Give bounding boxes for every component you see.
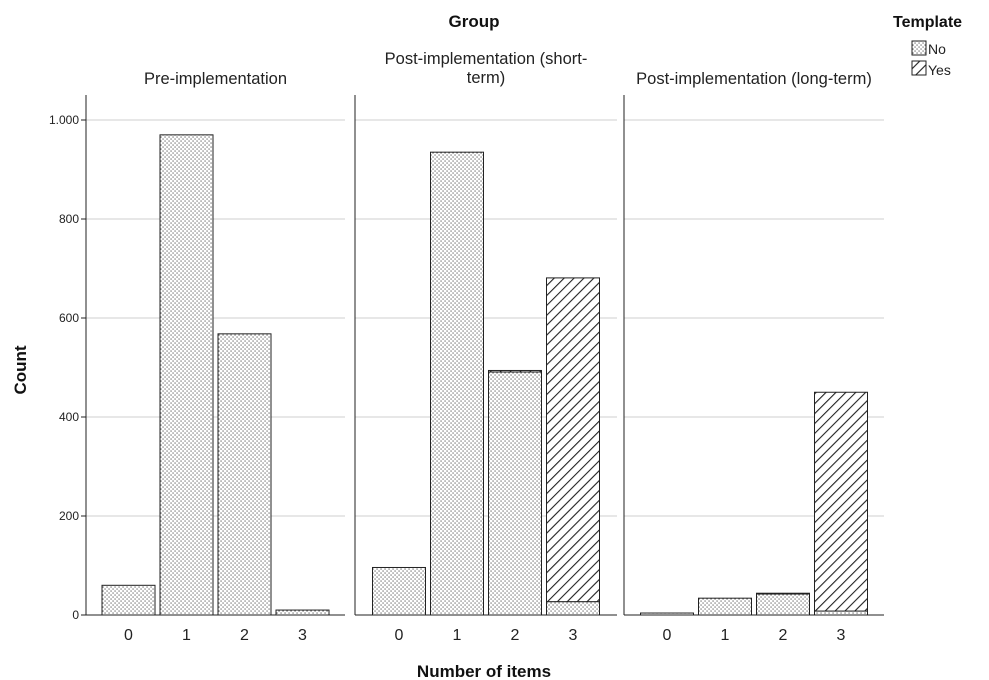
bar-no-cat-1 xyxy=(430,151,484,616)
bar-no-cat-0 xyxy=(372,566,426,616)
panel-3: Post-implementation (long-term) 0 1 2 3 xyxy=(623,70,884,644)
y-tick-label: 0 xyxy=(72,608,79,622)
x-tick-label: 1 xyxy=(721,627,730,644)
legend-label-no: No xyxy=(928,41,946,57)
legend-swatch-yes xyxy=(911,60,927,76)
bar-yes-cat-2 xyxy=(488,369,542,373)
bar-yes-cat-2 xyxy=(756,592,810,595)
bar-no-cat-3 xyxy=(814,610,868,616)
bar-no-cat-0 xyxy=(101,584,156,616)
legend-label-yes: Yes xyxy=(928,62,951,78)
y-tick-label: 800 xyxy=(59,212,79,226)
y-tick-label: 400 xyxy=(59,410,79,424)
group-title: Group xyxy=(449,12,500,31)
bar-yes-cat-3 xyxy=(546,277,600,603)
x-tick-label: 0 xyxy=(395,627,404,644)
legend-title: Template xyxy=(893,14,962,31)
x-tick-label: 2 xyxy=(511,627,520,644)
x-tick-label: 3 xyxy=(298,627,307,644)
y-tick-label: 1.000 xyxy=(49,113,79,127)
x-tick-label: 3 xyxy=(569,627,578,644)
y-tick-label: 200 xyxy=(59,509,79,523)
bar-no-cat-0 xyxy=(640,612,694,616)
legend: Template No Yes xyxy=(893,14,962,78)
legend-swatch-no xyxy=(911,40,927,56)
panel-title: Post-implementation (short-term) xyxy=(385,50,588,87)
bar-yes-cat-3 xyxy=(814,391,868,612)
bar-no-cat-3 xyxy=(546,601,600,616)
bar-no-cat-1 xyxy=(159,134,214,616)
bar-no-cat-2 xyxy=(217,333,272,616)
panel-title: Post-implementation (long-term) xyxy=(636,70,872,88)
y-axis: 0 200 400 600 800 1.000 xyxy=(49,113,86,622)
bar-no-cat-1 xyxy=(698,597,752,616)
x-tick-label: 2 xyxy=(779,627,788,644)
bar-no-cat-2 xyxy=(488,371,542,616)
x-axis-title: Number of items xyxy=(417,662,551,680)
x-tick-label: 1 xyxy=(182,627,191,644)
panel-title: Pre-implementation xyxy=(144,70,287,88)
x-tick-label: 3 xyxy=(837,627,846,644)
x-tick-label: 0 xyxy=(124,627,133,644)
x-tick-label: 0 xyxy=(663,627,672,644)
panel-1: Pre-implementation 0 1 2 3 xyxy=(85,70,345,644)
bar-no-cat-3 xyxy=(275,609,330,616)
x-tick-label: 1 xyxy=(453,627,462,644)
y-axis-title: Count xyxy=(11,345,30,394)
y-tick-label: 600 xyxy=(59,311,79,325)
gridlines xyxy=(86,119,884,517)
panel-2: Post-implementation (short-term) 0 1 2 3 xyxy=(354,50,617,644)
x-tick-label: 2 xyxy=(240,627,249,644)
bar-no-cat-2 xyxy=(756,593,810,616)
